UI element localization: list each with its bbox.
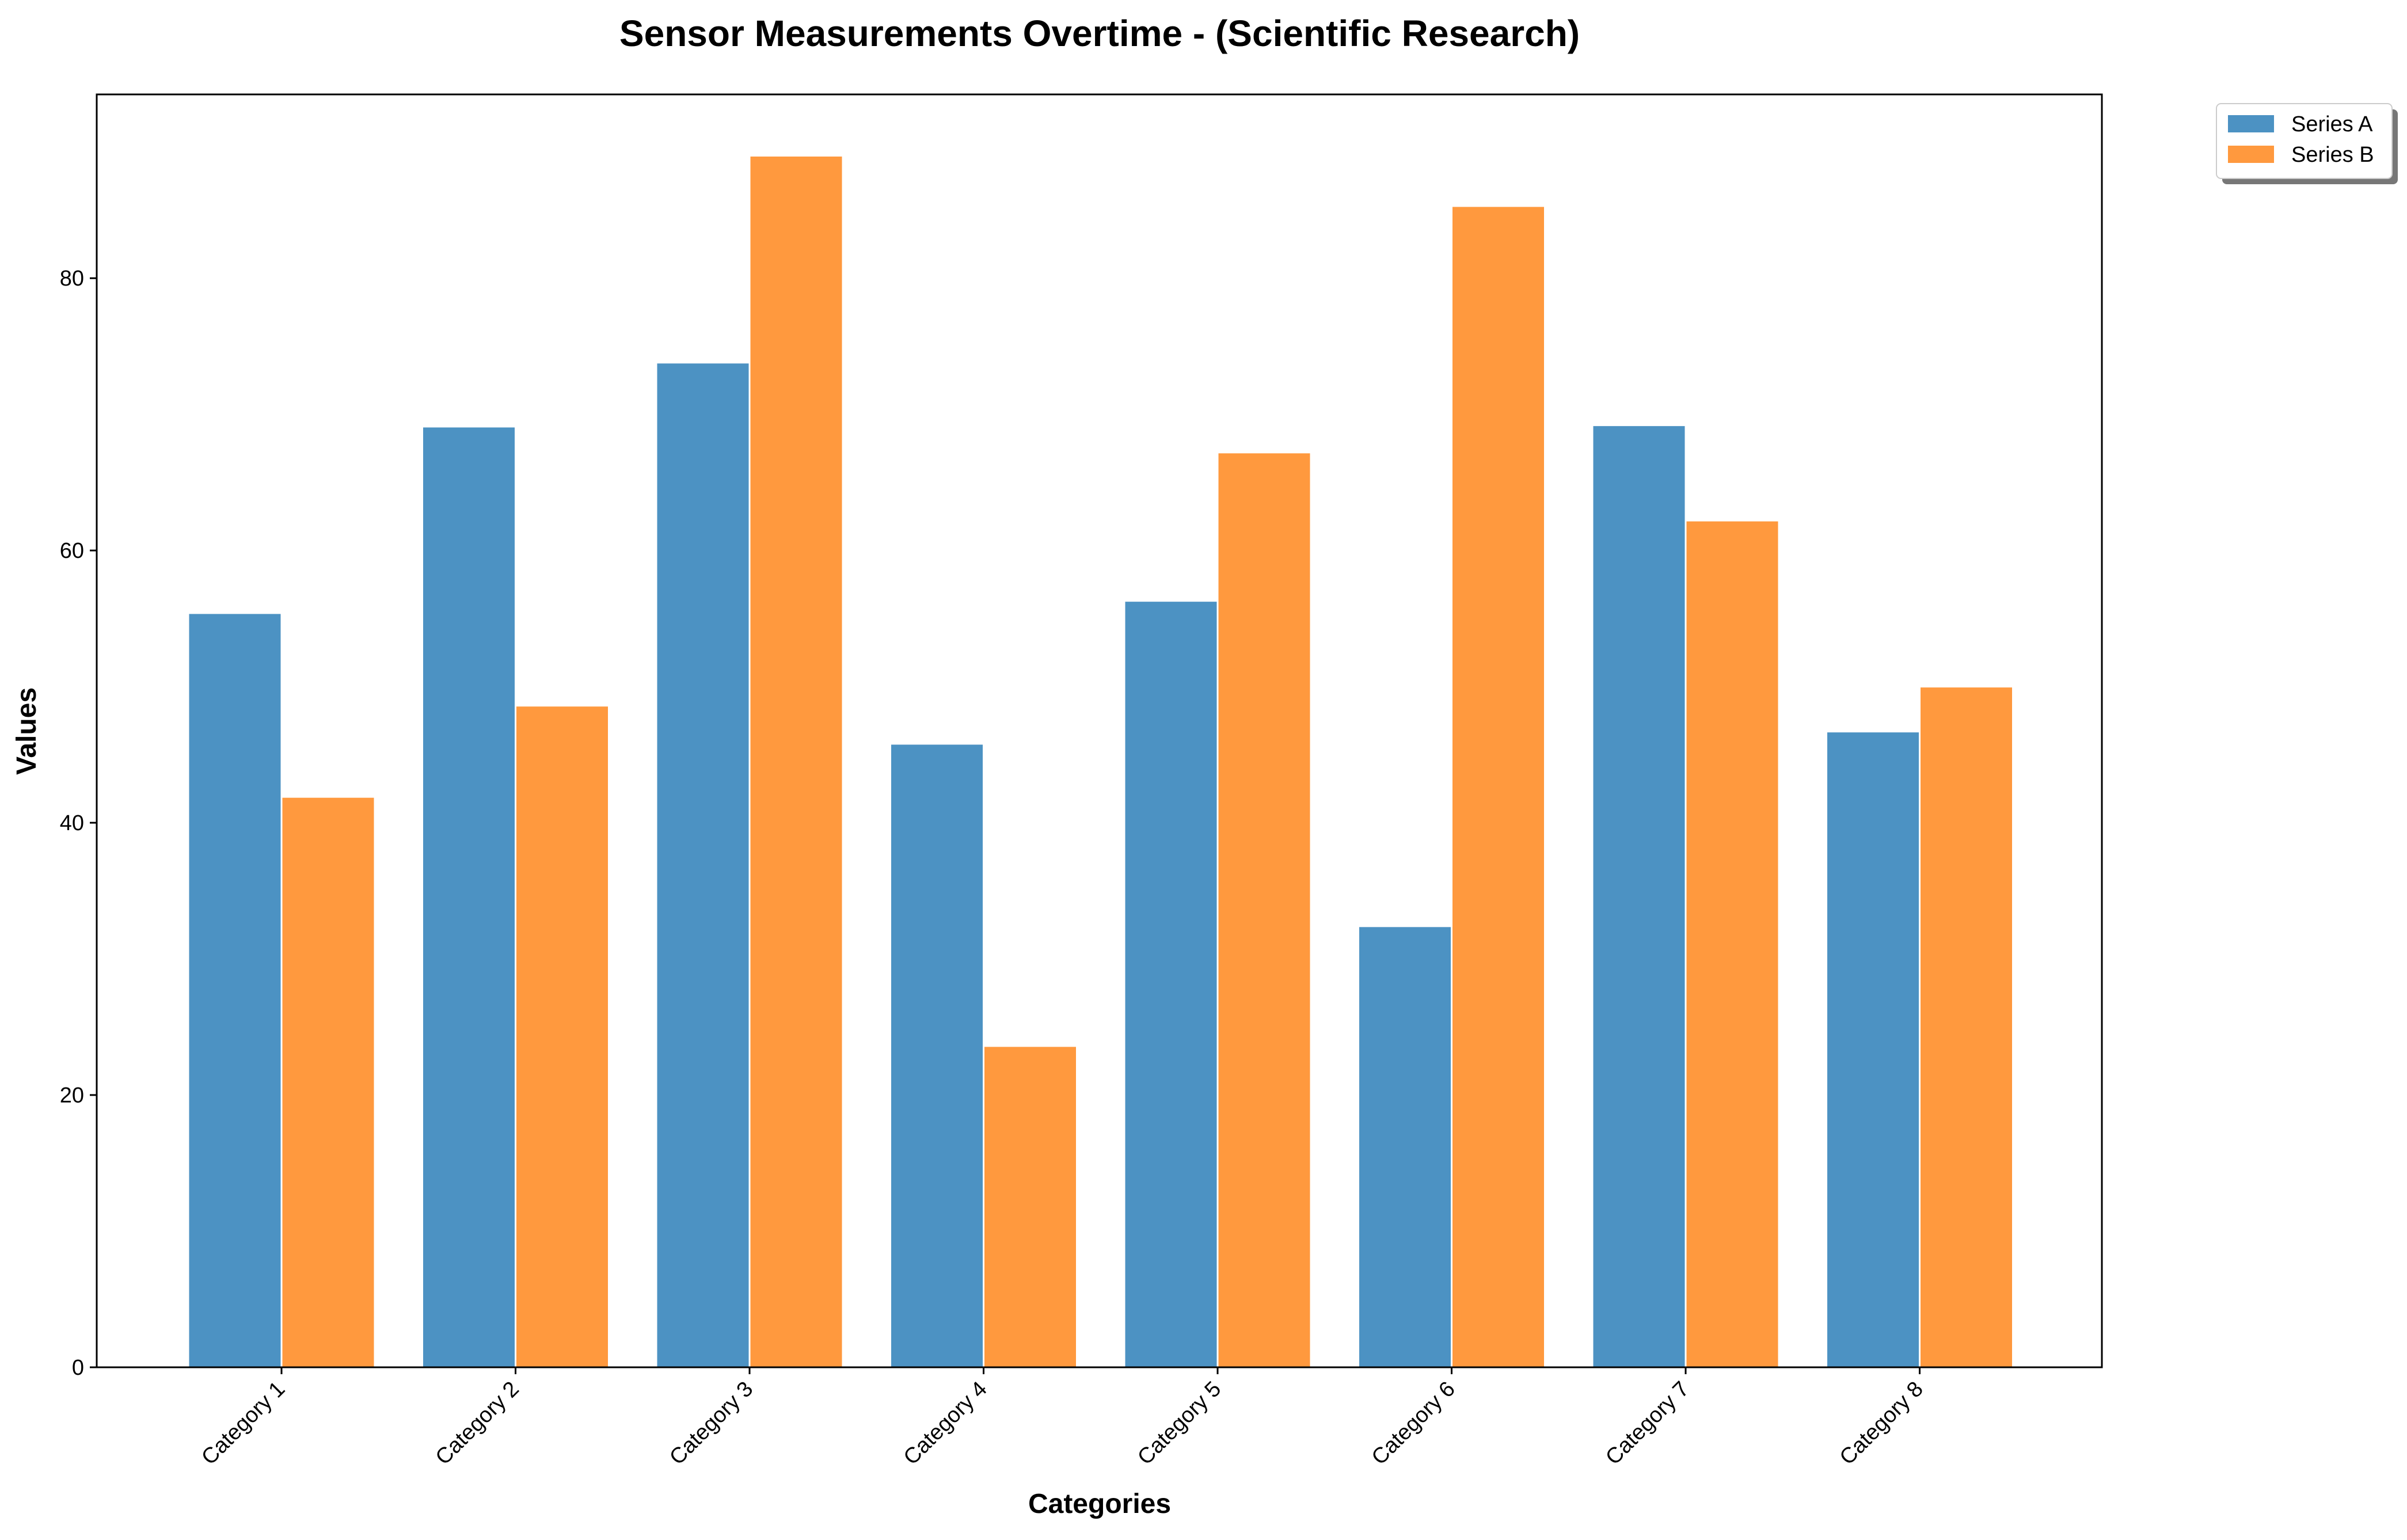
bar-series-a-2 — [421, 425, 516, 1368]
chart-title: Sensor Measurements Overtime - (Scientif… — [619, 13, 1580, 54]
bar-series-b-8 — [1919, 686, 2014, 1368]
bar-series-b-1 — [280, 796, 376, 1368]
bar-series-b-2 — [515, 705, 610, 1368]
y-axis-ticks: 0 20 40 60 80 — [60, 267, 97, 1380]
y-tick-label: 80 — [60, 267, 84, 291]
legend-label-series-b: Series B — [2291, 143, 2374, 167]
bar-series-a-4 — [889, 743, 984, 1368]
bar-series-a-3 — [655, 362, 751, 1368]
legend-swatch-series-b — [2228, 146, 2274, 163]
y-tick-label: 20 — [60, 1083, 84, 1108]
plot-frame — [96, 93, 2103, 1368]
bar-series-a-6 — [1357, 925, 1452, 1368]
bar-series-b-6 — [1451, 205, 1546, 1368]
bar-series-b-3 — [748, 154, 844, 1368]
y-axis-label: Values — [12, 687, 42, 775]
legend-label-series-a: Series A — [2291, 112, 2373, 136]
bar-series-a-7 — [1591, 424, 1687, 1368]
bar-series-a-1 — [187, 612, 283, 1368]
legend-swatch-series-a — [2228, 115, 2274, 132]
y-tick-label: 40 — [60, 811, 84, 835]
x-axis-label: Categories — [1028, 1489, 1171, 1519]
y-tick-label: 0 — [72, 1356, 84, 1380]
bar-series-b-7 — [1684, 519, 1780, 1368]
bar-series-a-8 — [1826, 731, 1921, 1368]
bars-layer — [187, 154, 2014, 1368]
bar-series-b-5 — [1216, 451, 1312, 1368]
bar-series-a-5 — [1123, 600, 1219, 1368]
y-tick-label: 60 — [60, 539, 84, 563]
legend: Series A Series B — [2216, 103, 2398, 184]
bar-series-b-4 — [983, 1045, 1078, 1368]
